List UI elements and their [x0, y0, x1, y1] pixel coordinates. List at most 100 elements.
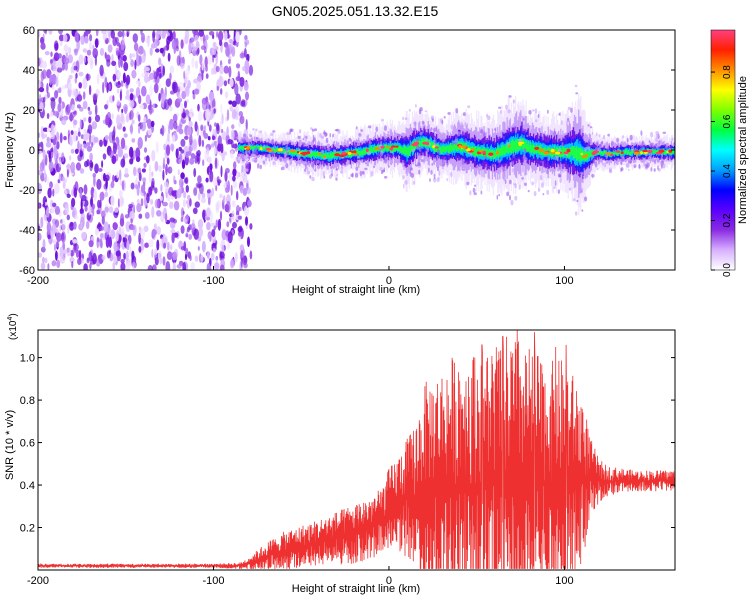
noise-speckle — [219, 193, 223, 199]
ridge-halo-speckle — [375, 126, 378, 132]
ridge-cell — [332, 152, 335, 158]
noise-speckle — [123, 133, 128, 138]
ridge-halo-speckle — [253, 154, 256, 157]
ridge-halo-speckle — [531, 181, 534, 186]
ridge-halo-speckle — [572, 198, 576, 202]
noise-speckle — [102, 32, 108, 41]
noise-speckle — [197, 219, 204, 229]
noise-speckle — [99, 191, 105, 201]
noise-speckle — [181, 90, 187, 100]
noise-speckle — [80, 134, 84, 140]
noise-speckle — [55, 76, 59, 87]
noise-speckle — [121, 227, 125, 239]
noise-speckle — [141, 32, 145, 44]
ridge-cell — [544, 147, 546, 156]
noise-speckle — [110, 181, 115, 189]
ridge-halo-speckle — [241, 138, 245, 143]
noise-speckle — [41, 60, 47, 69]
ridge-halo-speckle — [598, 134, 601, 138]
noise-speckle — [192, 93, 196, 100]
noise-speckle — [216, 31, 219, 38]
noise-speckle — [143, 116, 147, 123]
noise-speckle — [115, 250, 121, 257]
ridge-halo-speckle — [426, 148, 430, 153]
noise-speckle — [166, 35, 172, 41]
ridge-halo-speckle — [433, 173, 436, 180]
noise-speckle — [73, 119, 78, 126]
ridge-cell — [613, 151, 616, 155]
noise-speckle — [154, 187, 158, 194]
ridge-halo-speckle — [389, 128, 392, 134]
noise-speckle — [241, 172, 244, 177]
noise-speckle — [106, 227, 110, 235]
noise-speckle — [231, 200, 236, 208]
ridge-cell — [509, 143, 511, 153]
ridge-halo-speckle — [449, 157, 453, 164]
ridge-halo-speckle — [325, 137, 329, 144]
noise-speckle — [176, 264, 182, 269]
noise-speckle — [204, 215, 207, 221]
ridge-halo-speckle — [415, 104, 417, 108]
ridge-cell — [398, 146, 400, 151]
noise-speckle — [64, 43, 68, 54]
noise-speckle — [181, 159, 186, 170]
ridge-halo-speckle — [547, 157, 550, 162]
noise-speckle — [100, 172, 104, 182]
ridge-halo-speckle — [668, 154, 671, 157]
ridge-cell — [259, 146, 261, 150]
noise-speckle — [58, 30, 63, 35]
noise-speckle — [151, 43, 156, 49]
ridge-cell — [439, 146, 441, 153]
noise-speckle — [120, 80, 124, 87]
ridge-halo-speckle — [514, 195, 518, 201]
noise-speckle — [140, 55, 146, 63]
ridge-cell — [294, 150, 297, 155]
noise-speckle — [88, 240, 94, 248]
colorbar-tick-label: 0.4 — [722, 164, 733, 178]
noise-speckle — [188, 120, 193, 128]
ridge-cell — [327, 152, 329, 158]
ridge-cell — [360, 151, 362, 156]
ridge-peak-spot — [389, 147, 394, 151]
noise-speckle — [56, 259, 61, 269]
noise-speckle — [126, 240, 130, 251]
noise-speckle — [216, 124, 220, 135]
noise-speckle — [39, 161, 45, 172]
ridge-halo-speckle — [538, 127, 541, 132]
noise-speckle — [156, 239, 160, 251]
ridge-halo-speckle — [383, 137, 386, 142]
noise-speckle — [141, 85, 147, 97]
noise-speckle — [78, 82, 82, 89]
noise-speckle — [94, 163, 99, 174]
noise-speckle — [69, 256, 75, 264]
noise-speckle — [61, 218, 66, 231]
ridge-peak-spot — [591, 151, 597, 156]
noise-speckle — [228, 100, 233, 105]
ridge-halo-speckle — [271, 138, 275, 145]
ridge-halo-speckle — [355, 126, 358, 130]
noise-speckle — [141, 168, 146, 173]
ridge-halo-speckle — [319, 133, 322, 138]
noise-speckle — [131, 250, 135, 261]
noise-speckle — [210, 252, 215, 261]
noise-speckle — [227, 139, 233, 145]
ridge-halo-speckle — [539, 166, 541, 172]
ridge-halo-speckle — [284, 153, 288, 157]
noise-speckle — [129, 246, 132, 256]
ridge-halo-speckle — [524, 157, 528, 162]
ridge-halo-speckle — [457, 131, 461, 137]
noise-speckle — [135, 47, 139, 57]
ridge-halo-speckle — [644, 167, 648, 170]
ridge-halo-speckle — [334, 129, 338, 132]
ridge-halo-speckle — [396, 138, 399, 141]
noise-speckle — [165, 163, 168, 176]
noise-speckle — [38, 87, 45, 93]
ridge-peak-spot — [374, 147, 380, 150]
noise-speckle — [152, 103, 155, 110]
ridge-halo-speckle — [259, 164, 262, 170]
ridge-peak-spot — [543, 151, 549, 155]
noise-speckle — [219, 210, 223, 221]
noise-speckle — [155, 141, 159, 154]
noise-speckle — [78, 71, 84, 77]
ridge-cell — [503, 146, 505, 156]
